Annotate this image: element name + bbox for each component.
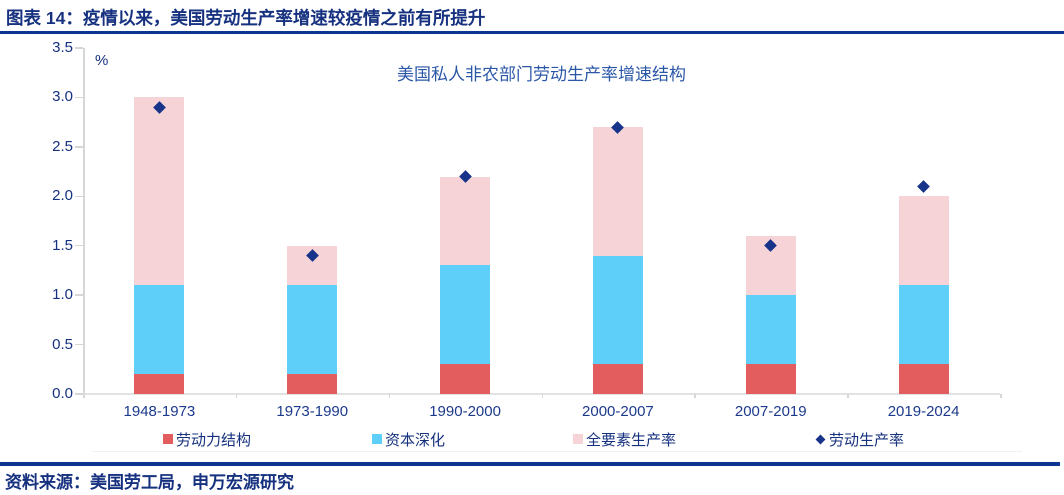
y-axis-unit-label: %: [95, 52, 109, 69]
y-tick-mark: [75, 244, 83, 247]
header-rule: [0, 31, 1064, 34]
bar-segment-全要素生产率: [440, 176, 491, 266]
bar-segment-资本深化: [287, 285, 338, 375]
bar-segment-劳动力结构: [440, 364, 491, 394]
bar-segment-全要素生产率: [592, 127, 643, 256]
bar-segment-劳动力结构: [898, 364, 949, 394]
bar-segment-劳动力结构: [134, 374, 185, 394]
y-tick-label: 3.0: [52, 88, 73, 106]
x-tick-mark: [541, 394, 543, 398]
x-category-label: 2019-2024: [887, 403, 960, 420]
x-tick-mark: [388, 394, 391, 398]
legend-label: 劳动力结构: [176, 431, 252, 449]
y-tick-mark: [75, 146, 83, 148]
footer-rule: [0, 462, 1060, 466]
bar-segment-全要素生产率: [134, 97, 185, 286]
x-tick-mark: [847, 394, 849, 398]
bar-segment-劳动力结构: [287, 374, 338, 394]
x-tick-mark: [1000, 394, 1002, 398]
legend-item-全要素生产率: 全要素生产率: [573, 429, 676, 449]
legend-item-资本深化: 资本深化: [372, 429, 445, 449]
x-axis-line: [83, 392, 1000, 395]
y-tick-mark: [75, 343, 83, 346]
legend-square-icon: [573, 434, 583, 444]
y-axis-line: [83, 48, 85, 394]
legend-label: 全要素生产率: [586, 431, 677, 449]
bar-segment-全要素生产率: [898, 196, 949, 286]
bar-segment-资本深化: [592, 255, 643, 365]
y-tick-label: 3.5: [52, 39, 73, 56]
legend-item-劳动生产率: 劳动生产率: [815, 429, 904, 449]
x-tick-mark: [83, 394, 85, 398]
y-tick-label: 0.0: [52, 385, 73, 402]
x-category-label: 2007-2019: [734, 403, 807, 420]
x-category-label: 1990-2000: [429, 403, 501, 420]
figure-caption: 图表 14：疫情以来，美国劳动生产率增速较疫情之前有所提升: [6, 8, 486, 28]
chart-title: 美国私人非农部门劳动生产率增速结构: [397, 65, 686, 84]
bar-segment-资本深化: [134, 285, 185, 375]
legend-label: 劳动生产率: [829, 431, 905, 449]
y-tick-label: 2.0: [52, 187, 73, 205]
y-tick-label: 1.0: [52, 286, 73, 304]
legend-underline: [92, 451, 1022, 452]
y-tick-mark: [75, 393, 83, 395]
legend-square-icon: [163, 434, 173, 444]
bar-segment-资本深化: [745, 295, 796, 365]
bar-segment-资本深化: [898, 285, 949, 365]
bar-segment-资本深化: [440, 265, 491, 365]
legend-square-icon: [372, 434, 382, 444]
bar-segment-劳动力结构: [592, 364, 643, 394]
source-note: 资料来源：美国劳工局，申万宏源研究: [5, 473, 294, 492]
y-tick-mark: [75, 294, 83, 296]
x-category-label: 2000-2007: [582, 403, 654, 420]
productivity-diamond-marker: [917, 180, 930, 193]
legend-item-劳动力结构: 劳动力结构: [163, 429, 251, 449]
y-tick-label: 1.5: [52, 236, 73, 254]
y-tick-mark: [75, 47, 83, 49]
x-category-label: 1948-1973: [123, 403, 196, 420]
y-tick-label: 2.5: [52, 137, 73, 155]
legend-diamond-icon: [815, 434, 826, 444]
x-category-label: 1973-1990: [276, 403, 349, 420]
y-tick-label: 0.5: [52, 335, 73, 353]
x-tick-mark: [235, 394, 238, 398]
x-tick-mark: [694, 394, 696, 398]
legend-label: 资本深化: [385, 431, 446, 449]
bar-segment-劳动力结构: [745, 364, 796, 394]
y-tick-mark: [75, 195, 83, 198]
y-tick-mark: [75, 96, 83, 99]
